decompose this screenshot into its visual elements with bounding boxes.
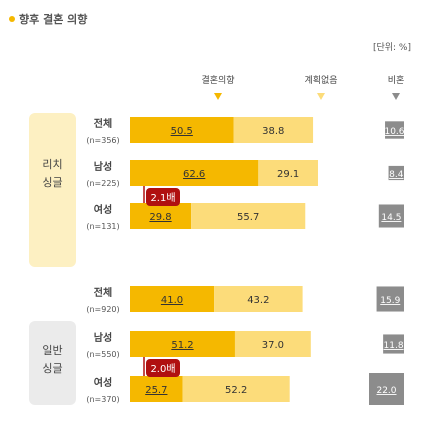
bar-unmarried-2-3 bbox=[369, 373, 404, 405]
bar-unmarried-1-3 bbox=[378, 204, 404, 228]
ratio-badge-1 bbox=[146, 188, 180, 206]
row-sample-2-2: (n=550) bbox=[86, 350, 119, 359]
value-unmarried-1-1: 10.6 bbox=[384, 127, 404, 137]
bar-no-plan-1-1 bbox=[233, 117, 314, 143]
row-label-2-1: 전체 bbox=[94, 286, 112, 299]
value-unmarried-1-2: 8.4 bbox=[389, 170, 404, 180]
bar-intention-1-2 bbox=[130, 160, 259, 186]
value-no-plan-1-2: 29.1 bbox=[277, 169, 299, 180]
unit-label: [단위: %] bbox=[373, 42, 411, 53]
row-sample-2-1: (n=920) bbox=[86, 305, 119, 314]
group-backgrounds bbox=[29, 113, 76, 405]
bar-no-plan-1-2 bbox=[258, 160, 318, 186]
value-unmarried-2-2: 11.8 bbox=[384, 341, 404, 351]
title-bullet-icon bbox=[9, 16, 15, 22]
value-unmarried-2-3: 22.0 bbox=[376, 386, 396, 396]
legend-label-3: 비혼 bbox=[388, 74, 405, 86]
bar-unmarried-1-1 bbox=[385, 121, 404, 139]
bar-intention-2-1 bbox=[130, 286, 215, 312]
bar-unmarried-1-2 bbox=[388, 165, 404, 181]
legend-arrow-icon-1 bbox=[214, 93, 222, 100]
bar-no-plan-2-1 bbox=[214, 286, 303, 312]
bars: 50.5 38.8 10.6 62.6 29.1 8.4 29.8 55.7 14.5 2.1배 4… bbox=[130, 117, 405, 405]
bar-intention-1-3 bbox=[130, 203, 192, 229]
row-label-1-1: 전체 bbox=[94, 117, 112, 130]
ratio-label-1: 2.1배 bbox=[150, 192, 175, 204]
legend-arrow-icon-3 bbox=[392, 93, 400, 100]
value-unmarried-2-1: 15.9 bbox=[380, 296, 400, 306]
value-no-plan-2-1: 43.2 bbox=[247, 295, 269, 306]
value-intention-2-1: 41.0 bbox=[161, 295, 183, 306]
ratio-label-2: 2.0배 bbox=[150, 363, 175, 375]
value-intention-2-2: 51.2 bbox=[171, 340, 193, 351]
chart-title: 향후 결혼 의향 bbox=[19, 12, 87, 26]
bar-unmarried-2-1 bbox=[376, 286, 404, 312]
row-sample-1-2: (n=225) bbox=[86, 179, 119, 188]
group-background-1 bbox=[29, 113, 76, 267]
row-sample-2-3: (n=370) bbox=[86, 395, 119, 404]
group-name-2-line-2: 싱글 bbox=[42, 362, 62, 375]
bar-intention-2-2 bbox=[130, 331, 235, 357]
group-name-1-line-1: 리치 bbox=[42, 158, 62, 171]
value-unmarried-1-3: 14.5 bbox=[381, 213, 401, 223]
value-intention-2-3: 25.7 bbox=[145, 385, 167, 396]
row-sample-1-1: (n=356) bbox=[86, 136, 119, 145]
row-label-2-2: 남성 bbox=[94, 331, 112, 344]
legend-arrow-icon-2 bbox=[317, 93, 325, 100]
bar-no-plan-1-3 bbox=[191, 203, 306, 229]
bar-no-plan-2-3 bbox=[182, 376, 290, 402]
value-intention-1-1: 50.5 bbox=[171, 126, 193, 137]
row-label-1-3: 여성 bbox=[94, 203, 112, 216]
legend-label-2: 계획없음 bbox=[304, 74, 337, 86]
value-no-plan-2-3: 52.2 bbox=[225, 385, 247, 396]
group-name-2-line-1: 일반 bbox=[42, 343, 62, 357]
legend-label-1: 결혼의향 bbox=[201, 74, 234, 86]
value-no-plan-1-1: 38.8 bbox=[262, 126, 284, 137]
row-labels: 리치싱글일반싱글전체(n=356)남성(n=225)여성(n=131)전체(n=… bbox=[42, 117, 119, 404]
group-background-2 bbox=[29, 321, 76, 405]
legend: 결혼의향 계획없음 비혼 bbox=[201, 74, 404, 100]
row-label-2-3: 여성 bbox=[94, 376, 112, 389]
row-sample-1-3: (n=131) bbox=[86, 222, 119, 231]
ratio-badge-2 bbox=[146, 359, 180, 377]
bar-intention-1-1 bbox=[130, 117, 234, 143]
bar-intention-2-3 bbox=[130, 376, 183, 402]
value-no-plan-1-3: 55.7 bbox=[237, 212, 259, 223]
row-label-1-2: 남성 bbox=[94, 160, 112, 173]
value-intention-1-2: 62.6 bbox=[183, 169, 205, 180]
bar-unmarried-2-2 bbox=[383, 334, 404, 354]
group-name-1-line-2: 싱글 bbox=[42, 176, 62, 189]
value-intention-1-3: 29.8 bbox=[149, 212, 171, 223]
bar-no-plan-2-2 bbox=[234, 331, 311, 357]
value-no-plan-2-2: 37.0 bbox=[262, 340, 284, 351]
